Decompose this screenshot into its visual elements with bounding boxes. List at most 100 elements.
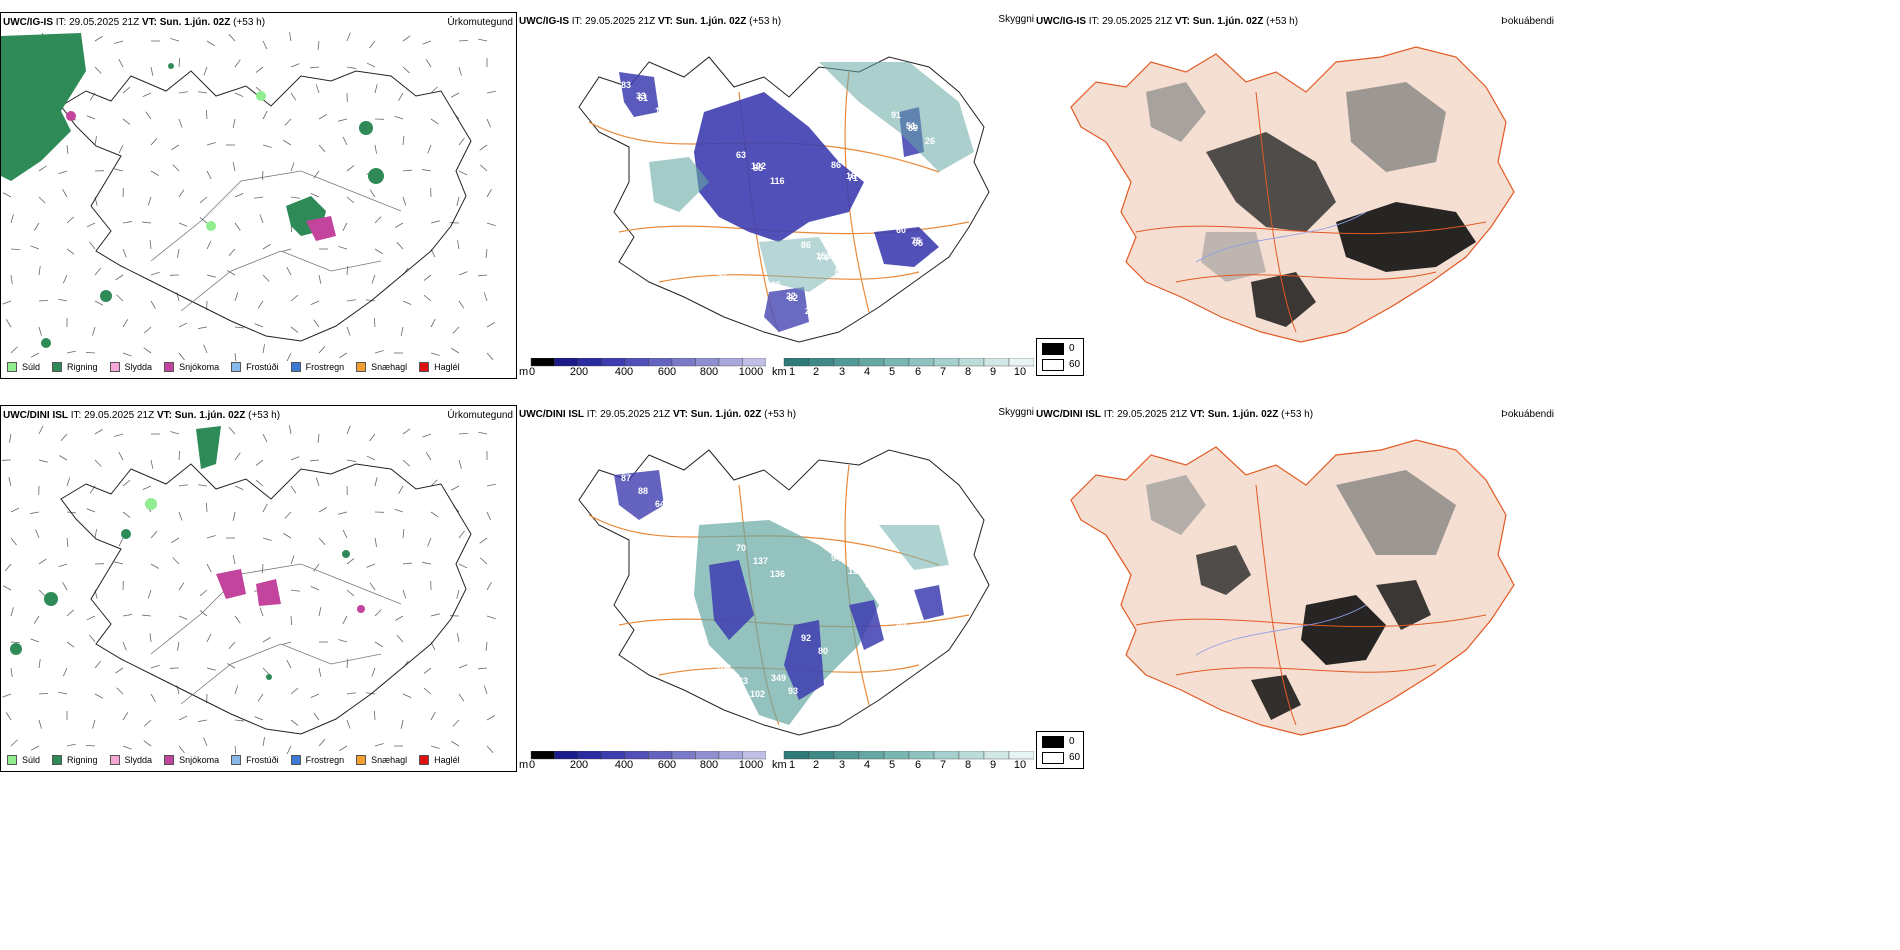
wind-barb [86,508,96,513]
wind-barb [89,634,96,643]
visibility-value-label: 73 [750,296,760,306]
wind-barb [234,745,237,754]
wind-barb [262,243,271,250]
colorbar-segment [624,358,649,367]
visibility-map-bottom: 70 94 106 96 87 84 349 92 137 135 183 33 88 111 93 80 13… [578,449,990,736]
wind-barb [149,240,152,250]
wind-barb [430,220,440,224]
fog-legend: 0 60 [1036,338,1084,376]
wind-barb [430,511,439,518]
colorbar-segment [1008,751,1034,760]
wind-barb [374,537,377,547]
wind-barb [398,485,404,494]
wind-barb [94,459,102,467]
visibility-value-label: 183 [733,676,748,686]
visibility-value-label: 33 [636,91,646,101]
colorbar-tick: 1000 [738,759,764,771]
wind-barb [402,562,412,565]
visibility-colorbar-km: km 1 2 3 4 5 6 7 8 9 10 [772,358,1034,380]
wind-barb [10,274,13,284]
wind-barb [150,271,160,276]
colorbar-tick: 9 [989,759,997,771]
legend-item: Súld [7,755,40,765]
wind-barb [262,737,265,747]
wind-barb [38,459,48,463]
wind-barb [262,433,268,443]
wind-barb [122,86,131,94]
wind-barb [374,248,383,255]
colorbar-unit: m [519,366,529,378]
wind-barb [178,91,188,94]
wind-barb [227,270,236,276]
colorbar-tick: 600 [657,366,677,378]
fog-legend-label: 60 [1069,752,1081,763]
colorbar-segment [833,358,860,367]
low-vis-area [914,585,944,620]
visibility-colorbar-m: m 0 200 400 600 800 1000 [519,751,766,773]
wind-barb [486,189,492,198]
wind-barb [172,164,180,172]
wind-barb [452,719,460,727]
wind-barb [94,660,102,669]
visibility-value-label: 94 [831,553,841,563]
wind-barb [290,63,300,68]
wind-barb [430,118,439,125]
colorbar-tick: 200 [569,366,589,378]
colorbar-m [530,751,766,760]
wind-barb [228,427,236,435]
wind-barb [86,115,96,120]
visibility-value-label: 88 [835,266,845,276]
wind-barb [402,169,412,172]
fog-legend: 0 60 [1036,731,1084,769]
wind-barb [430,711,436,721]
wind-barb [374,144,377,154]
colorbar-tick: 7 [939,759,947,771]
visibility-value-label: 60 [896,225,906,235]
wind-barb [310,300,320,306]
visibility-value-label: 75 [911,236,921,246]
wind-barb [62,189,68,198]
wind-barb [423,687,432,695]
wind-barb [374,477,378,487]
colorbar-tick: 4 [863,759,871,771]
low-vis-area [874,227,939,267]
wind-barb [38,165,47,172]
wind-barb [234,222,241,231]
wind-barb [458,137,465,146]
wind-barb [255,66,264,73]
legend-swatch [419,362,430,372]
wind-barb [66,144,69,154]
wind-barb [290,615,293,626]
visibility-value-label: 86 [831,160,841,170]
fog-grey-area [1201,232,1266,282]
wind-barb [318,144,326,152]
fog-legend-label: 0 [1069,736,1075,747]
wind-barb [255,459,264,466]
fog-swatch [1042,736,1064,748]
visibility-value-label: 89 [930,251,940,261]
legend-item: Haglél [419,755,460,765]
wind-barb [310,459,320,462]
wind-barb [425,59,432,68]
wind-barb [89,241,96,250]
visibility-value-label: 64 [655,499,665,509]
wind-barb [310,192,320,198]
wind-barb [318,739,326,747]
wind-barb [178,615,188,620]
colorbar-tick: 5 [888,366,896,378]
visibility-panel-bottom: UWC/DINI ISL IT: 29.05.2025 21Z VT: Sun.… [519,405,1034,772]
colorbar-segment [958,358,985,367]
wind-barb [371,667,376,677]
visibility-value-label: 70 [736,543,746,553]
wind-barb [286,745,292,754]
wind-barb [374,350,384,354]
wind-barb [9,433,12,443]
wind-barb [10,248,21,251]
wind-barb [206,274,216,278]
low-vis-area [614,470,664,520]
wind-barb [142,485,152,491]
colorbar-tick: 6 [914,366,922,378]
wind-barb [366,692,376,695]
wind-barb [402,428,411,435]
precip-map-bottom [1,425,496,754]
